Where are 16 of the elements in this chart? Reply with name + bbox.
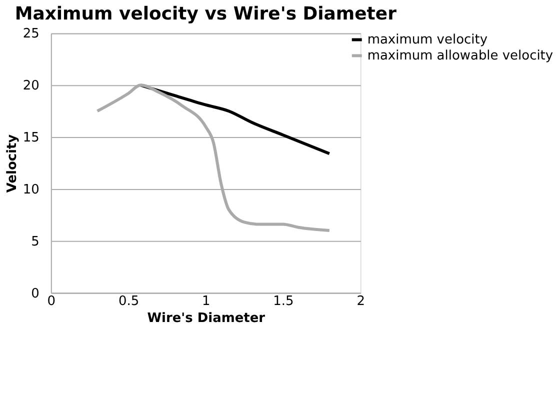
chart-title: Maximum velocity vs Wire's Diameter xyxy=(14,3,397,24)
x-tick-label: 1.5 xyxy=(273,294,294,310)
x-tick-label: 0 xyxy=(47,294,56,310)
x-axis-title: Wire's Diameter xyxy=(147,311,266,326)
y-tick-label: 15 xyxy=(22,130,40,146)
x-tick-label: 0.5 xyxy=(118,294,140,310)
line-series xyxy=(139,84,331,156)
y-tick-label: 5 xyxy=(31,234,40,250)
x-tick-label: 2 xyxy=(356,294,365,310)
legend-label: maximum velocity xyxy=(367,32,488,48)
y-tick-label: 20 xyxy=(22,78,40,94)
x-tick-label: 1 xyxy=(202,294,210,310)
y-tick-label: 25 xyxy=(22,26,40,42)
y-axis-title: Velocity xyxy=(4,134,20,193)
legend-label: maximum allowable velocity xyxy=(367,48,554,64)
y-tick-label: 10 xyxy=(22,182,40,198)
